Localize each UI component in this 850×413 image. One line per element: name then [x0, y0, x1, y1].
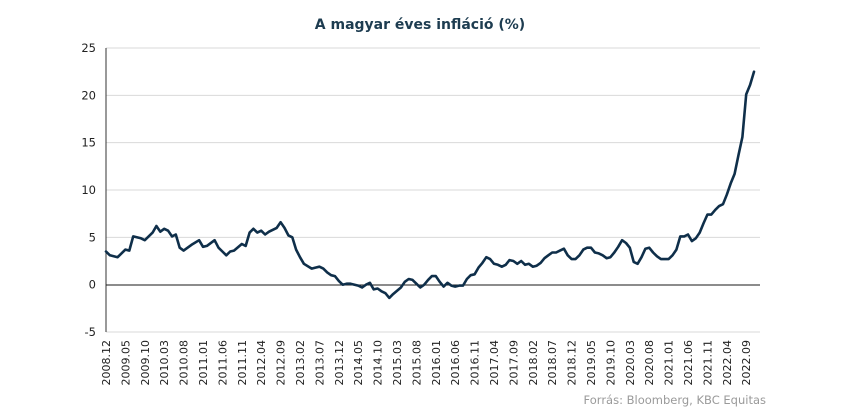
- y-tick-label: -5: [85, 325, 96, 339]
- x-tick-label: 2011.11: [236, 340, 249, 386]
- x-tick-label: 2021.01: [663, 340, 676, 386]
- y-axis-tick-labels: -5 0 5 10 15 20 25: [81, 41, 96, 339]
- x-tick-label: 2016.01: [430, 340, 443, 386]
- x-tick-label: 2018.07: [546, 340, 559, 386]
- x-tick-label: 2008.12: [100, 340, 113, 386]
- x-tick-label: 2015.03: [391, 340, 404, 386]
- x-axis-tick-labels: 2008.12 2009.05 2009.10 2010.03 2010.08 2011.…: [100, 340, 753, 386]
- x-tick-label: 2009.05: [119, 340, 132, 386]
- x-tick-label: 2012.04: [255, 340, 268, 386]
- x-tick-label: 2014.10: [372, 340, 385, 386]
- x-tick-label: 2021.11: [701, 340, 714, 386]
- y-tick-label: 15: [81, 136, 96, 150]
- y-tick-label: 20: [81, 88, 96, 102]
- x-tick-label: 2020.08: [643, 340, 656, 386]
- x-tick-label: 2011.01: [197, 340, 210, 386]
- inflation-series-line: [104, 70, 756, 300]
- gridlines: [106, 47, 760, 333]
- x-tick-label: 2017.04: [488, 340, 501, 386]
- x-tick-label: 2022.09: [740, 340, 753, 386]
- y-tick-label: 10: [81, 183, 96, 197]
- source-note: Forrás: Bloomberg, KBC Equitas: [584, 393, 766, 407]
- x-tick-label: 2022.04: [721, 340, 734, 386]
- x-tick-label: 2016.06: [449, 340, 462, 386]
- chart-title: A magyar éves infláció (%): [315, 17, 525, 33]
- x-tick-label: 2010.08: [178, 340, 191, 386]
- x-tick-label: 2018.12: [566, 340, 579, 386]
- y-tick-label: 0: [89, 278, 96, 292]
- x-tick-label: 2015.08: [410, 340, 423, 386]
- y-tick-label: 5: [89, 230, 96, 244]
- x-tick-label: 2020.03: [624, 340, 637, 386]
- x-tick-label: 2013.02: [294, 340, 307, 386]
- x-tick-label: 2016.11: [469, 340, 482, 386]
- x-tick-label: 2017.09: [507, 340, 520, 386]
- x-tick-label: 2009.10: [139, 340, 152, 386]
- x-tick-label: 2019.10: [604, 340, 617, 386]
- x-tick-label: 2012.09: [275, 340, 288, 386]
- x-tick-label: 2013.12: [333, 340, 346, 386]
- y-tick-label: 25: [81, 41, 96, 55]
- x-tick-label: 2014.05: [352, 340, 365, 386]
- x-tick-label: 2013.07: [313, 340, 326, 386]
- x-tick-label: 2018.02: [527, 340, 540, 386]
- x-tick-label: 2011.06: [216, 340, 229, 386]
- x-tick-label: 2010.03: [158, 340, 171, 386]
- x-tick-label: 2021.06: [682, 340, 695, 386]
- x-tick-label: 2019.05: [585, 340, 598, 386]
